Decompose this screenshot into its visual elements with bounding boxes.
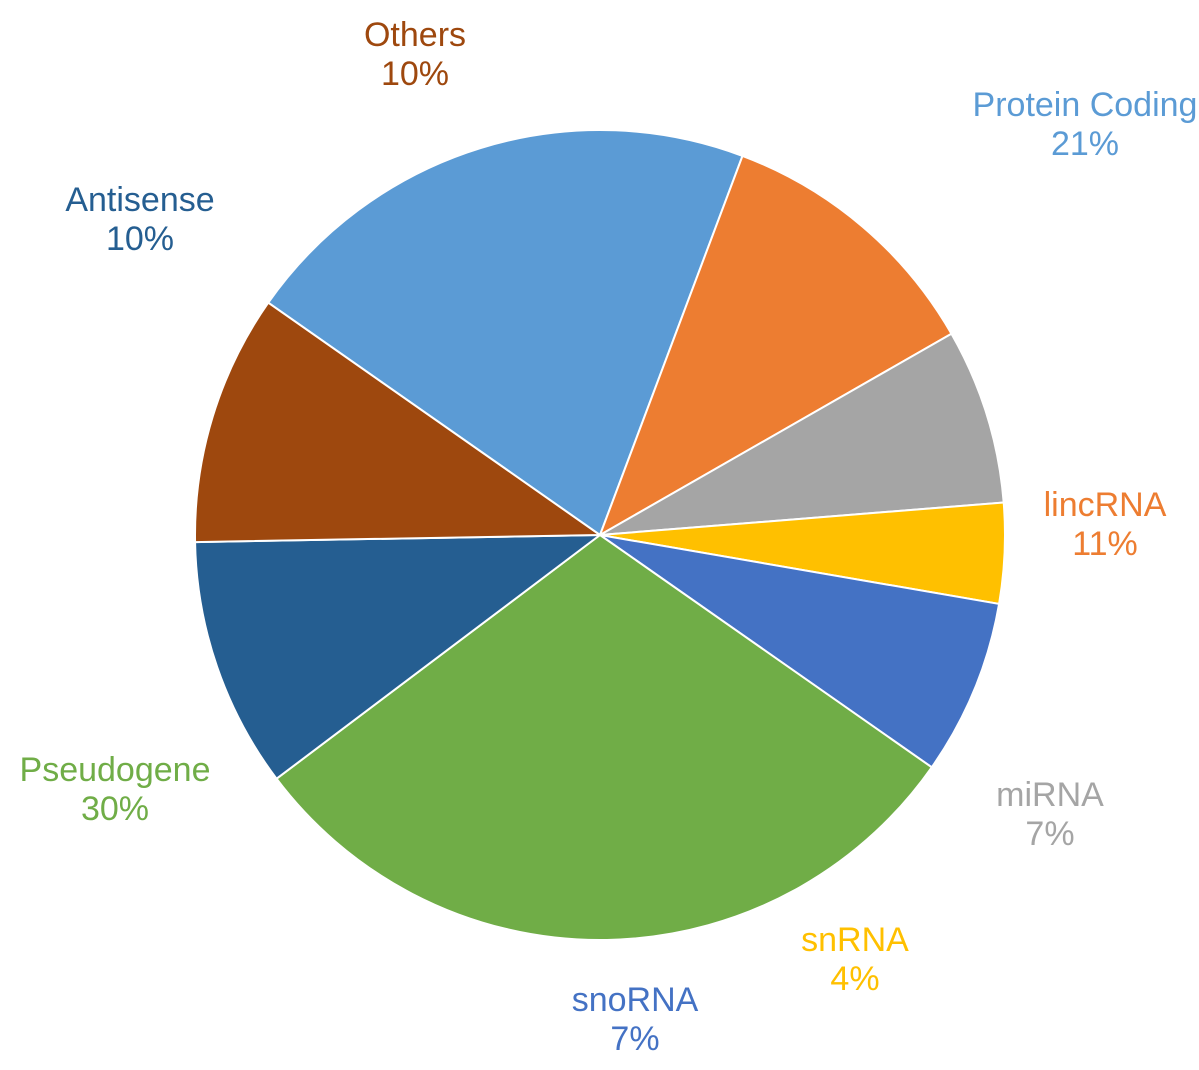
pie-chart-container: Protein Coding21%lincRNA11%miRNA7%snRNA4…	[0, 0, 1199, 1070]
pie-label-name: snRNA	[801, 921, 909, 960]
pie-label-snrna: snRNA4%	[801, 921, 909, 999]
pie-label-name: Antisense	[65, 181, 214, 220]
pie-label-name: miRNA	[996, 776, 1104, 815]
pie-label-lincrna: lincRNA11%	[1044, 486, 1167, 564]
pie-label-name: snoRNA	[572, 981, 699, 1020]
pie-label-name: lincRNA	[1044, 486, 1167, 525]
pie-label-percent: 10%	[65, 220, 214, 259]
pie-label-mirna: miRNA7%	[996, 776, 1104, 854]
pie-label-percent: 21%	[973, 125, 1198, 164]
pie-label-antisense: Antisense10%	[65, 181, 214, 259]
pie-label-percent: 7%	[572, 1020, 699, 1059]
pie-label-percent: 7%	[996, 815, 1104, 854]
pie-label-others: Others10%	[364, 16, 466, 94]
pie-label-snorna: snoRNA7%	[572, 981, 699, 1059]
pie-label-percent: 30%	[20, 790, 211, 829]
pie-label-name: Pseudogene	[20, 751, 211, 790]
pie-label-percent: 4%	[801, 960, 909, 999]
pie-label-name: Others	[364, 16, 466, 55]
pie-label-pseudogene: Pseudogene30%	[20, 751, 211, 829]
pie-label-percent: 11%	[1044, 525, 1167, 564]
pie-label-percent: 10%	[364, 55, 466, 94]
pie-label-name: Protein Coding	[973, 86, 1198, 125]
pie-label-protein_coding: Protein Coding21%	[973, 86, 1198, 164]
